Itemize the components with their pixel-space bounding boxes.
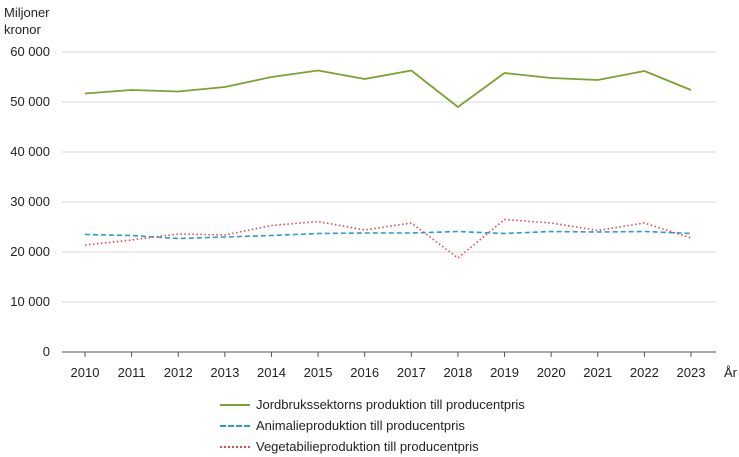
- legend-item-animal: Animalieproduktion till producentpris: [220, 415, 525, 436]
- x-tick-label: 2019: [490, 365, 519, 380]
- x-tick-label: 2014: [257, 365, 286, 380]
- legend-label-vegetable: Vegetabilieproduktion till producentpris: [256, 439, 479, 454]
- legend-swatch-solid: [220, 403, 250, 406]
- x-tick-label: 2022: [630, 365, 659, 380]
- y-tick-label: 50 000: [10, 94, 50, 109]
- gridlines: [62, 51, 716, 353]
- legend-item-vegetable: Vegetabilieproduktion till producentpris: [220, 436, 525, 457]
- y-axis-ticks: 0 10 000 20 000 30 000 40 000 50 000 60 000: [10, 44, 50, 359]
- x-tick-label: 2015: [304, 365, 333, 380]
- y-tick-label: 10 000: [10, 294, 50, 309]
- y-tick-label: 30 000: [10, 194, 50, 209]
- legend-swatch-dashed: [220, 424, 250, 427]
- unit-label-line2: kronor: [4, 22, 41, 37]
- x-tick-label: 2013: [210, 365, 239, 380]
- legend-label-total: Jordbrukssektorns produktion till produc…: [256, 397, 525, 412]
- legend-swatch-dotted: [220, 445, 250, 448]
- line-chart: 0 10 000 20 000 30 000 40 000 50 000 60 000 20…: [10, 44, 738, 380]
- y-tick-label: 60 000: [10, 44, 50, 59]
- x-tick-label: 2016: [350, 365, 379, 380]
- y-tick-label: 20 000: [10, 244, 50, 259]
- legend: Jordbrukssektorns produktion till produc…: [220, 394, 525, 457]
- y-tick-label: 0: [43, 344, 50, 359]
- series-line-total: [84, 69, 692, 108]
- unit-label-line1: Miljoner: [4, 5, 50, 20]
- x-axis-title: År: [724, 365, 738, 380]
- x-tick-label: 2020: [537, 365, 566, 380]
- series-line-animal: [84, 230, 692, 240]
- series-lines: [84, 69, 692, 259]
- x-tick-label: 2017: [397, 365, 426, 380]
- x-tick-label: 2012: [164, 365, 193, 380]
- x-tick-label: 2018: [443, 365, 472, 380]
- x-tick-label: 2023: [677, 365, 706, 380]
- legend-label-animal: Animalieproduktion till producentpris: [256, 418, 465, 433]
- y-axis-unit-label: Miljoner kronor: [4, 4, 50, 38]
- x-tick-label: 2011: [118, 365, 146, 380]
- y-tick-label: 40 000: [10, 144, 50, 159]
- x-tick-label: 2021: [583, 365, 612, 380]
- x-tick-label: 2010: [71, 365, 100, 380]
- legend-item-total: Jordbrukssektorns produktion till produc…: [220, 394, 525, 415]
- x-axis-ticks: 2010 2011 2012 2013 2014 2015 2016 2017 2018 2019…: [71, 352, 706, 380]
